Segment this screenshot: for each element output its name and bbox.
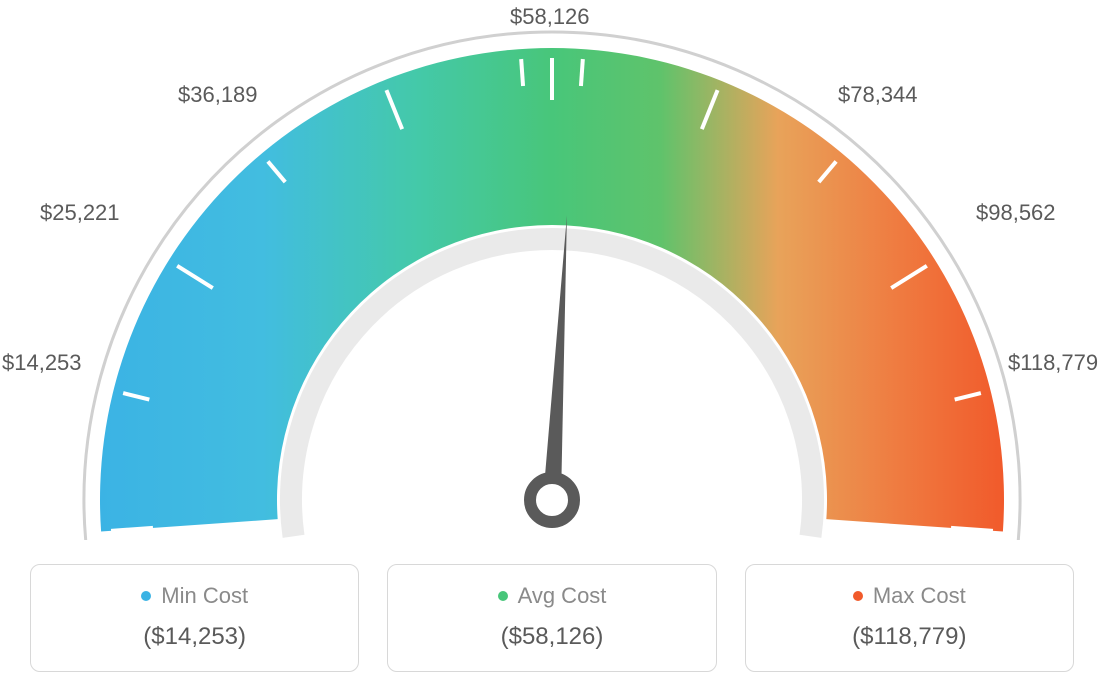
dot-min-icon [141,591,151,601]
legend-card-max: Max Cost ($118,779) [745,564,1074,672]
legend-card-avg: Avg Cost ($58,126) [387,564,716,672]
gauge-tick-label: $98,562 [976,200,1056,226]
legend-title-min: Min Cost [41,583,348,609]
legend-title-max: Max Cost [756,583,1063,609]
legend-value-max: ($118,779) [756,623,1063,651]
dot-avg-icon [498,591,508,601]
legend-label-min: Min Cost [161,583,248,609]
gauge-area: $14,253 $25,221 $36,189 $58,126 $78,344 $98,5… [0,0,1104,540]
gauge-tick-label: $58,126 [510,4,590,30]
gauge-tick-label: $118,779 [1008,350,1098,376]
legend-value-min: ($14,253) [41,623,348,651]
dot-max-icon [853,591,863,601]
legend-card-min: Min Cost ($14,253) [30,564,359,672]
legend-label-avg: Avg Cost [518,583,607,609]
gauge-tick-label: $36,189 [178,82,258,108]
legend-row: Min Cost ($14,253) Avg Cost ($58,126) Ma… [30,564,1074,672]
gauge-svg [0,0,1104,540]
gauge-chart-container: $14,253 $25,221 $36,189 $58,126 $78,344 $98,5… [0,0,1104,690]
gauge-tick-label: $78,344 [838,82,918,108]
gauge-tick-label: $14,253 [2,350,82,376]
legend-label-max: Max Cost [873,583,966,609]
legend-value-avg: ($58,126) [398,623,705,651]
gauge-tick-label: $25,221 [40,200,120,226]
legend-title-avg: Avg Cost [398,583,705,609]
